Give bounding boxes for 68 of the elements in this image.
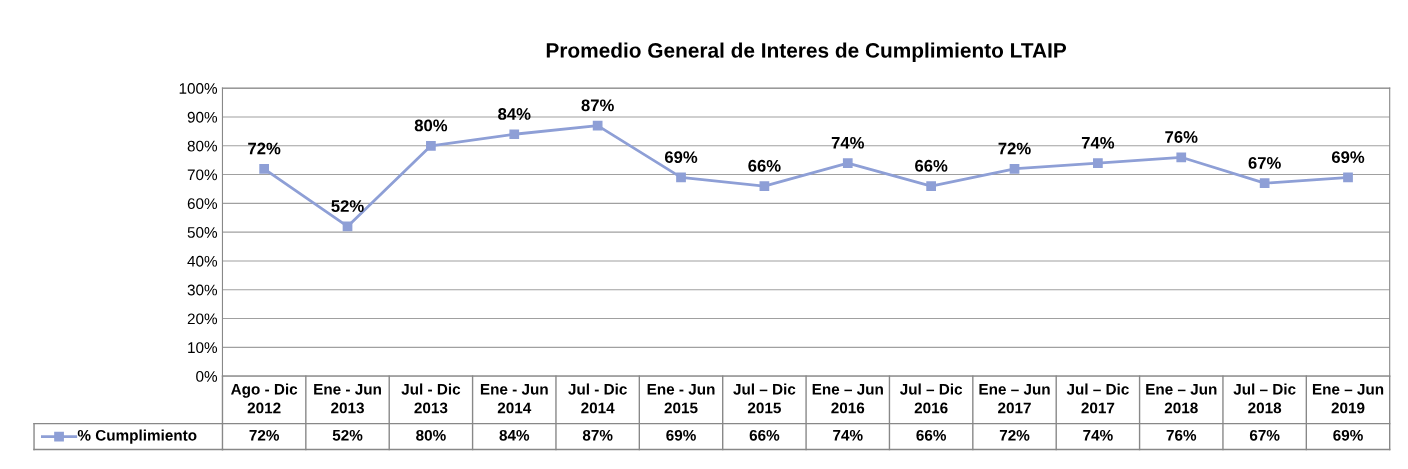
text: 72% bbox=[998, 142, 1031, 155]
data-label: 72% bbox=[249, 429, 280, 441]
text: 74% bbox=[1081, 136, 1115, 149]
point bbox=[1176, 152, 1187, 163]
text: 76% bbox=[1165, 131, 1198, 143]
data-label: 66% bbox=[749, 429, 780, 441]
point bbox=[426, 140, 436, 151]
text: 72% bbox=[248, 142, 281, 155]
point bbox=[592, 120, 603, 131]
x-tick-label: Jul - Dic 2014 bbox=[568, 383, 627, 414]
data-label: 69% bbox=[1333, 429, 1363, 441]
y-tick-label: 40% bbox=[187, 255, 218, 267]
text: 67% bbox=[1248, 156, 1281, 169]
y-tick-label: 100% bbox=[179, 83, 218, 94]
data-label: 80% bbox=[416, 429, 446, 441]
data-label: 67% bbox=[1249, 429, 1280, 441]
y-tick-label: 80% bbox=[187, 140, 218, 152]
data-label: 74% bbox=[1083, 429, 1113, 441]
text: 84% bbox=[498, 108, 531, 120]
data-label: 76% bbox=[1166, 429, 1197, 441]
x-tick-label: Jul – Dic 2015 bbox=[733, 383, 796, 414]
data-label: 87% bbox=[582, 429, 613, 441]
data-label: 66% bbox=[916, 429, 947, 441]
y-tick-label: 10% bbox=[188, 342, 218, 354]
x-tick-label: Ene – Jun 2016 bbox=[812, 384, 883, 414]
y-tick-label: 50% bbox=[187, 227, 218, 238]
x-tick-label: Ene - Jun 2014 bbox=[480, 384, 548, 414]
x-tick-label: Ene – Jun 2017 bbox=[979, 384, 1050, 414]
y-tick-label: 20% bbox=[187, 313, 218, 325]
x-tick-label: Jul – Dic 2018 bbox=[1233, 383, 1296, 414]
data-label: 84% bbox=[499, 429, 530, 441]
text: 69% bbox=[1331, 151, 1365, 164]
point bbox=[1343, 172, 1353, 183]
point bbox=[509, 129, 520, 140]
y-tick-label: 90% bbox=[187, 111, 218, 123]
x-tick-label: Ene - Jun 2015 bbox=[647, 384, 715, 414]
chart-title: Promedio General de Interes de Cumplimiento LTAIP bbox=[546, 42, 1067, 62]
text: 80% bbox=[414, 119, 448, 132]
point bbox=[259, 163, 270, 174]
data-label: 74% bbox=[833, 429, 863, 441]
legend-label: % Cumplimiento bbox=[77, 429, 197, 444]
point bbox=[1009, 163, 1020, 174]
text: 66% bbox=[748, 159, 781, 172]
text: 87% bbox=[581, 99, 614, 112]
text: 66% bbox=[915, 159, 948, 172]
x-tick-label: Jul – Dic 2016 bbox=[899, 383, 963, 414]
text: 74% bbox=[831, 136, 865, 149]
data-label: 72% bbox=[999, 429, 1030, 441]
data-label: 69% bbox=[666, 429, 696, 441]
point bbox=[676, 172, 686, 183]
x-tick-label: Ene - Jun 2013 bbox=[314, 384, 381, 414]
point bbox=[842, 158, 853, 168]
y-tick-label: 70% bbox=[187, 169, 218, 181]
x-tick-label: Jul – Dic 2017 bbox=[1066, 383, 1129, 414]
x-tick-label: Ene – Jun 2018 bbox=[1146, 384, 1217, 414]
y-tick-label: 30% bbox=[187, 284, 218, 296]
y-tick-label: 60% bbox=[187, 198, 218, 210]
point bbox=[1259, 178, 1270, 189]
point bbox=[926, 181, 937, 191]
y-tick-label: 0% bbox=[196, 371, 218, 382]
data-label: 52% bbox=[332, 429, 363, 441]
text: 69% bbox=[664, 151, 698, 164]
x-tick-label: Jul - Dic 2013 bbox=[401, 383, 461, 414]
x-tick-label: Ago - Dic 2012 bbox=[231, 383, 298, 414]
text: 52% bbox=[331, 200, 364, 212]
x-tick-label: Ene – Jun 2019 bbox=[1312, 384, 1384, 414]
point bbox=[1093, 158, 1103, 168]
point bbox=[759, 181, 770, 191]
